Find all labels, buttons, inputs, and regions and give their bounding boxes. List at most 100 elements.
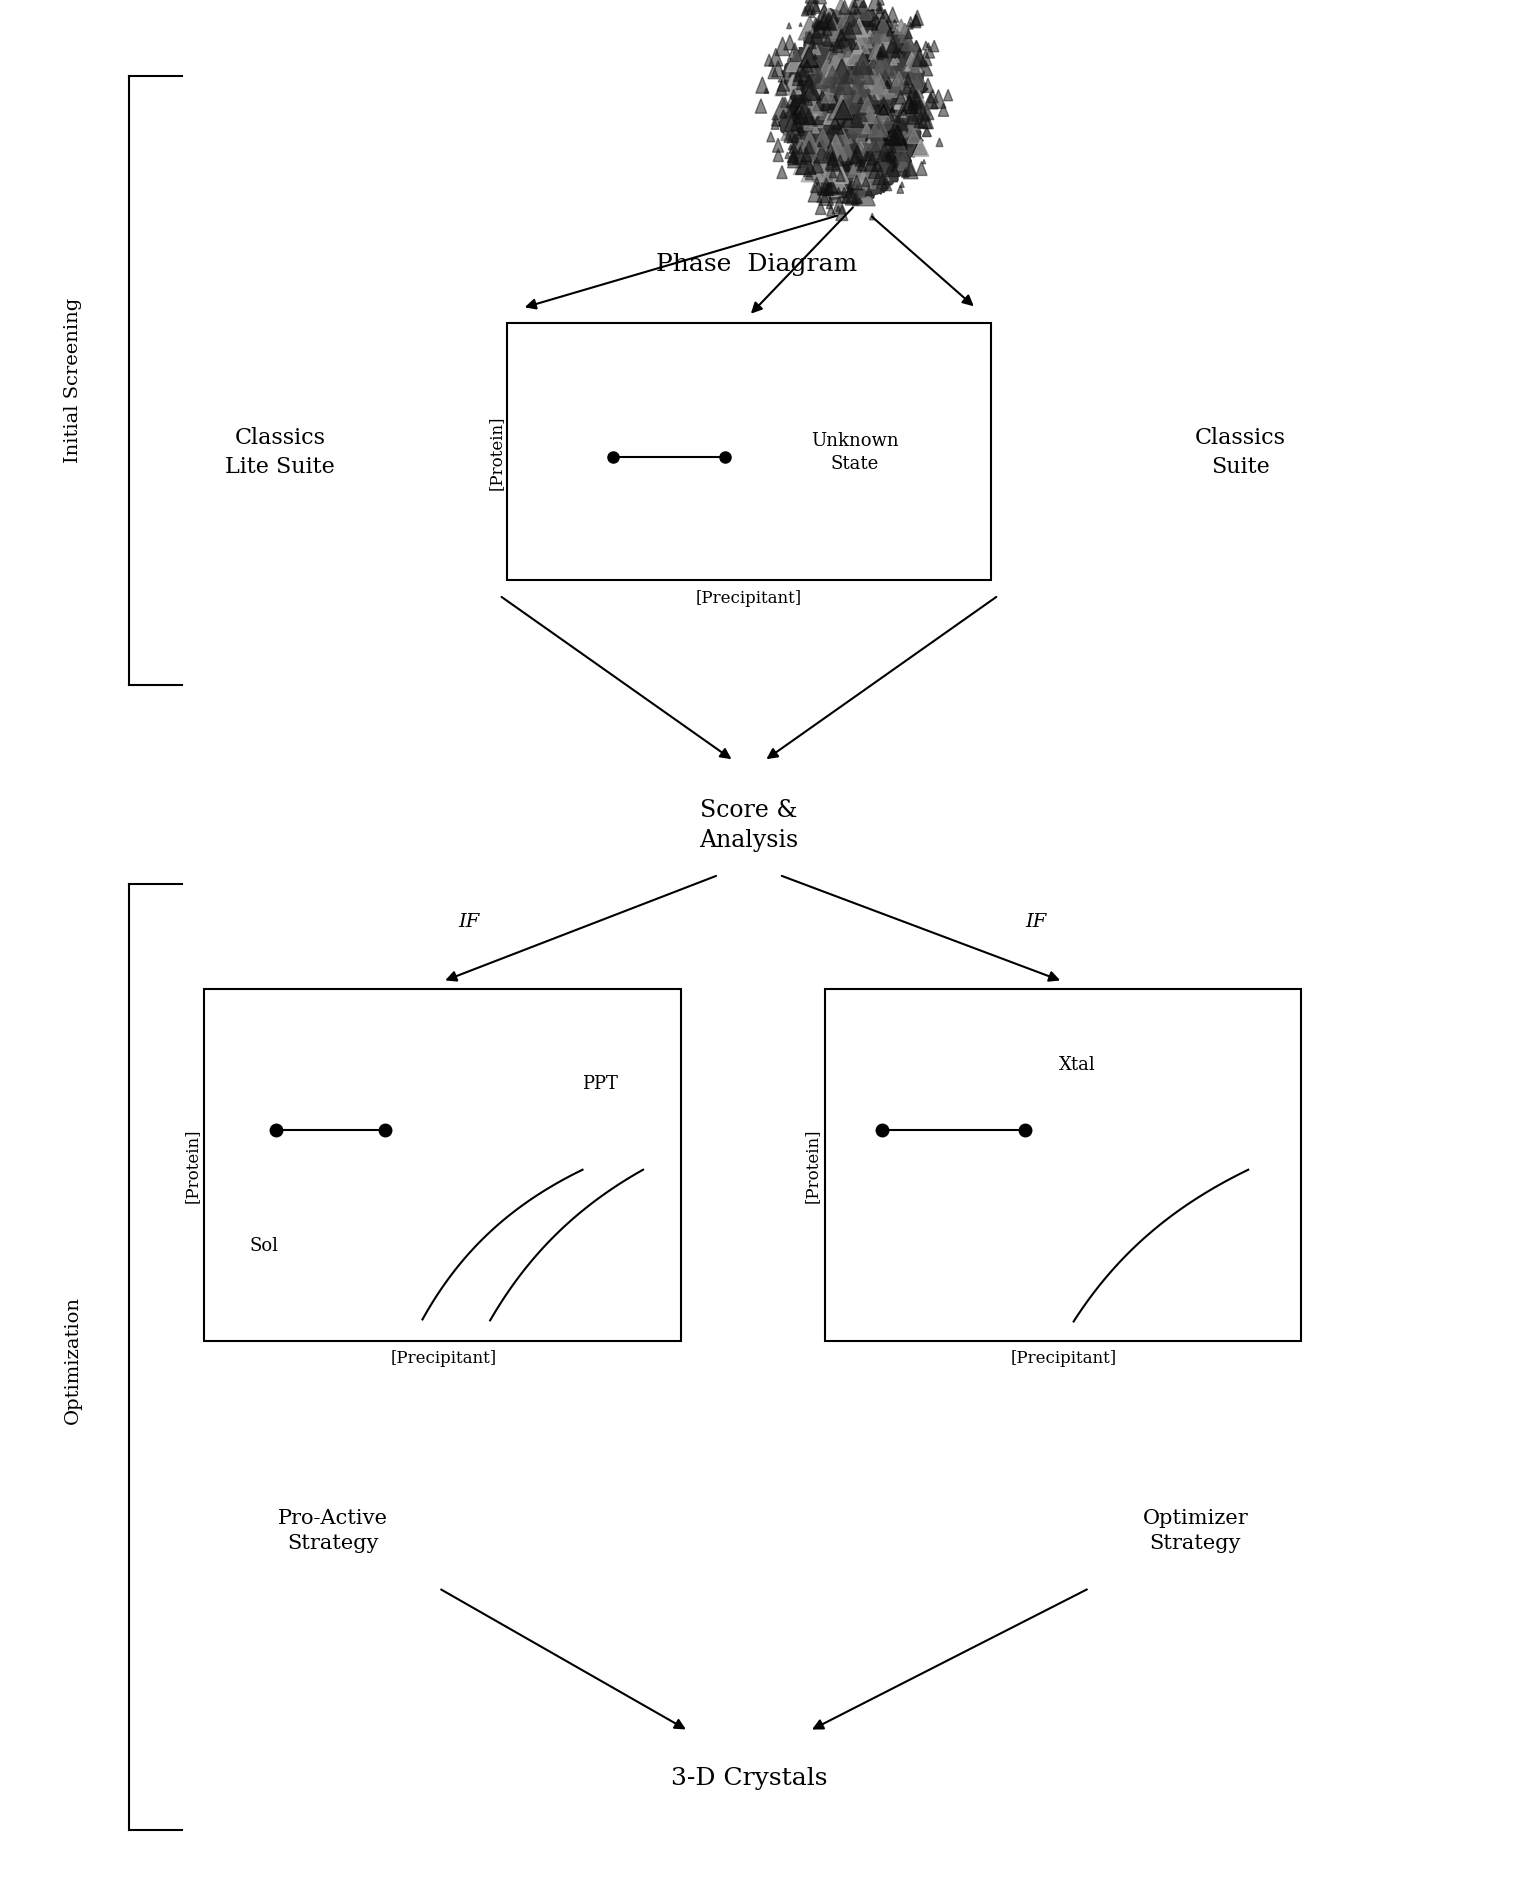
Polygon shape [855, 110, 864, 120]
Polygon shape [843, 25, 856, 38]
Polygon shape [853, 49, 861, 57]
Polygon shape [828, 76, 834, 82]
Polygon shape [855, 95, 862, 101]
Polygon shape [847, 101, 862, 116]
Polygon shape [871, 110, 882, 122]
Polygon shape [868, 164, 876, 171]
Polygon shape [914, 110, 927, 127]
Polygon shape [852, 95, 859, 105]
Polygon shape [944, 89, 953, 101]
Polygon shape [787, 145, 803, 162]
Polygon shape [812, 53, 817, 59]
Polygon shape [912, 49, 920, 59]
Polygon shape [834, 156, 837, 160]
Polygon shape [853, 129, 875, 152]
Polygon shape [799, 23, 802, 27]
Polygon shape [850, 93, 864, 108]
Polygon shape [847, 112, 871, 137]
Polygon shape [835, 110, 856, 133]
Polygon shape [800, 158, 823, 183]
Polygon shape [853, 91, 871, 110]
Polygon shape [876, 0, 884, 6]
Polygon shape [790, 114, 803, 131]
Polygon shape [868, 57, 881, 70]
Polygon shape [864, 135, 881, 152]
Polygon shape [867, 141, 885, 160]
Polygon shape [817, 21, 826, 30]
Polygon shape [826, 202, 832, 209]
Polygon shape [811, 99, 822, 110]
Polygon shape [796, 126, 805, 135]
Polygon shape [823, 32, 837, 48]
Polygon shape [816, 137, 828, 148]
Polygon shape [820, 141, 826, 148]
Polygon shape [870, 148, 881, 160]
Polygon shape [849, 89, 864, 107]
Polygon shape [847, 86, 868, 108]
Polygon shape [847, 91, 859, 105]
Polygon shape [834, 99, 852, 120]
Polygon shape [891, 80, 906, 97]
Polygon shape [814, 21, 822, 30]
Polygon shape [903, 63, 927, 87]
Polygon shape [868, 164, 881, 179]
Polygon shape [838, 84, 855, 101]
Polygon shape [849, 97, 859, 108]
Polygon shape [811, 2, 822, 13]
Polygon shape [772, 114, 781, 126]
Polygon shape [887, 29, 893, 36]
Polygon shape [803, 2, 812, 13]
Polygon shape [850, 108, 870, 131]
Polygon shape [862, 78, 873, 89]
Polygon shape [873, 10, 896, 32]
Polygon shape [846, 97, 864, 116]
Polygon shape [891, 156, 899, 164]
Polygon shape [811, 84, 820, 95]
Polygon shape [838, 55, 861, 80]
Polygon shape [876, 34, 894, 55]
Polygon shape [887, 133, 896, 143]
Polygon shape [850, 36, 855, 42]
Polygon shape [823, 135, 847, 160]
Polygon shape [828, 152, 837, 165]
Polygon shape [834, 120, 852, 139]
Polygon shape [853, 32, 864, 44]
Polygon shape [867, 0, 882, 11]
Polygon shape [853, 108, 875, 131]
Polygon shape [888, 126, 908, 145]
Polygon shape [841, 11, 861, 32]
Polygon shape [844, 112, 859, 127]
Polygon shape [875, 127, 879, 131]
Polygon shape [787, 89, 800, 107]
Polygon shape [797, 89, 820, 112]
Polygon shape [850, 145, 864, 164]
Polygon shape [850, 143, 861, 154]
Polygon shape [831, 48, 838, 55]
Polygon shape [816, 129, 831, 146]
Polygon shape [831, 101, 843, 114]
Polygon shape [841, 95, 856, 110]
Polygon shape [802, 59, 812, 72]
Polygon shape [859, 80, 870, 93]
Polygon shape [846, 91, 855, 103]
Text: Classics
Suite: Classics Suite [1195, 428, 1286, 477]
Polygon shape [876, 48, 885, 57]
Text: [Protein]: [Protein] [183, 1128, 201, 1204]
Polygon shape [843, 116, 846, 118]
Polygon shape [905, 29, 912, 38]
Polygon shape [914, 70, 920, 76]
Polygon shape [862, 89, 878, 105]
Polygon shape [850, 91, 859, 101]
Polygon shape [843, 89, 867, 114]
Polygon shape [878, 129, 884, 137]
Polygon shape [882, 118, 894, 131]
Polygon shape [843, 21, 856, 40]
Polygon shape [861, 110, 865, 116]
Polygon shape [893, 27, 896, 30]
Polygon shape [884, 80, 891, 87]
Polygon shape [787, 42, 802, 61]
Polygon shape [912, 51, 927, 67]
Polygon shape [862, 78, 875, 91]
Polygon shape [781, 97, 790, 107]
Polygon shape [831, 78, 841, 89]
